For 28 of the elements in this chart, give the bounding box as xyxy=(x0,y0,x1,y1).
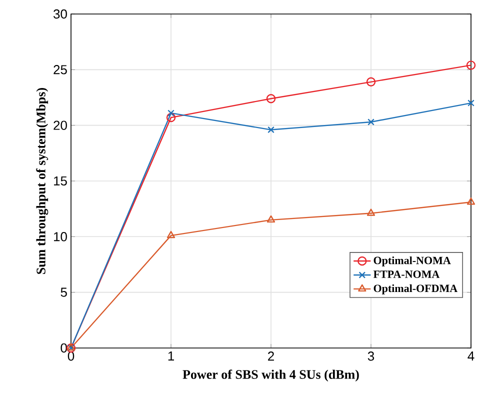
point xyxy=(466,60,476,70)
point xyxy=(468,100,474,106)
point xyxy=(368,118,374,126)
y-tick-label: 25 xyxy=(54,65,67,74)
y-tick-label: 0 xyxy=(60,343,67,353)
x-tick-label: 2 xyxy=(268,352,274,361)
point xyxy=(166,230,176,238)
x-tick-label: 4 xyxy=(468,352,474,360)
point xyxy=(366,208,376,216)
y-tick-label: 30 xyxy=(54,9,67,19)
point xyxy=(268,126,274,134)
x-tick-label: 3 xyxy=(368,352,374,361)
point xyxy=(366,77,376,87)
point xyxy=(266,94,276,104)
y-tick-label: 10 xyxy=(54,232,67,242)
point xyxy=(466,198,476,205)
point xyxy=(168,110,174,117)
point xyxy=(266,215,276,223)
y-axis-title: Sum throughput of system(Mbps) xyxy=(36,88,48,274)
x-tick-label: 1 xyxy=(168,352,174,360)
y-tick-label: 5 xyxy=(60,288,67,297)
y-tick-label: 20 xyxy=(54,120,67,130)
legend-label: Optimal-NOMA xyxy=(374,256,451,266)
point xyxy=(166,112,176,122)
legend-label: FTPA-NOMA xyxy=(373,270,440,278)
x-axis-title: Power of SBS with 4 SUs (dBm) xyxy=(182,370,359,382)
legend-label: Optimal-OFDMA xyxy=(374,284,458,294)
y-tick-label: 15 xyxy=(54,176,67,186)
